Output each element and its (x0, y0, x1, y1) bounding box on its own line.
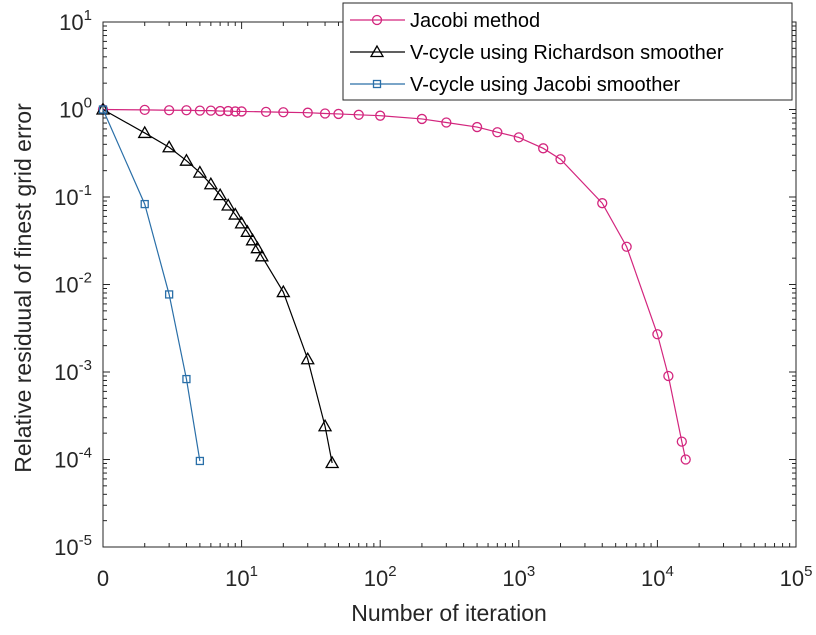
x-tick-label: 102 (364, 563, 397, 591)
y-tick-label: 10-5 (54, 532, 92, 560)
legend: Jacobi method V-cycle using Richardson sm… (343, 3, 792, 100)
x-tick-label: 101 (225, 563, 258, 591)
x-tick-label: 104 (641, 563, 674, 591)
legend-label: V-cycle using Jacobi smoother (410, 74, 680, 96)
legend-label: Jacobi method (410, 10, 540, 32)
y-tick-label: 10-2 (54, 270, 92, 298)
x-axis-label: Number of iteration (351, 600, 547, 626)
legend-label: V-cycle using Richardson smoother (410, 42, 724, 64)
x-tick-label: 105 (780, 563, 813, 591)
y-tick-label: 10-3 (54, 357, 92, 385)
x-tick-label: 103 (502, 563, 535, 591)
x-tick-label: 0 (97, 566, 109, 591)
y-tick-label: 10-1 (54, 182, 92, 210)
y-tick-label: 101 (59, 7, 92, 35)
y-axis-label: Relative residuual of finest grid error (10, 103, 36, 473)
y-tick-label: 10-4 (54, 445, 92, 473)
plot-frame (103, 22, 796, 547)
y-tick-label: 100 (59, 95, 92, 123)
